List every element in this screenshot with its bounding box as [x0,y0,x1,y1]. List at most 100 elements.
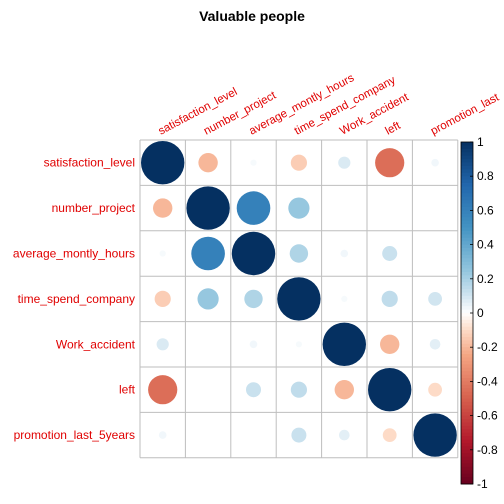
colorbar-segment [461,292,473,297]
colorbar-segment [461,415,473,420]
colorbar-segment [461,302,473,307]
colorbar-segment [461,169,473,174]
colorbar-segment [461,425,473,430]
cell-Work_accident-left [380,334,400,354]
colorbar-segment [461,217,473,222]
row-label-time_spend_company: time_spend_company [18,292,135,306]
colorbar-segment [461,347,473,352]
column-label-left: left [383,119,403,137]
colorbar-segment [461,477,473,481]
colorbar-segment [461,360,473,365]
colorbar-segment [461,473,473,478]
cell-promotion_last_5years-promotion_last_5years [413,413,457,457]
cell-Work_accident-satisfaction_level [156,338,169,351]
cell-number_project-average_montly_hours [236,191,271,225]
colorbar-segment [461,463,473,468]
cell-time_spend_company-time_spend_company [277,277,321,321]
colorbar-segment [461,145,473,150]
cell-average_montly_hours-left [382,246,398,261]
column-labels: satisfaction_levelnumber_projectaverage_… [156,72,501,138]
colorbar-segment [461,340,473,345]
colorbar-segment [461,419,473,423]
colorbar-segment [461,446,473,451]
colorbar-segment [461,183,473,187]
colorbar-segment [461,193,473,198]
colorbar-segment [461,275,473,280]
cell-left-Work_accident [334,380,354,400]
colorbar-segment [461,449,473,454]
colorbar-segment [461,422,473,427]
colorbar-segment [461,244,473,249]
cell-time_spend_company-average_montly_hours [244,289,263,309]
colorbar-segment [461,162,473,167]
colorbar-segment [461,306,473,310]
cell-left-promotion_last_5years [428,382,442,397]
colorbar-segment [461,456,473,461]
colorbar-segment [461,148,473,153]
colorbar-segment [461,203,473,208]
cell-Work_accident-promotion_last_5years [429,339,441,350]
cell-time_spend_company-left [381,290,398,307]
cell-promotion_last_5years-satisfaction_level [158,431,167,439]
colorbar-segment [461,323,473,328]
row-label-satisfaction_level: satisfaction_level [44,156,135,170]
colorbar-segment [461,159,473,163]
colorbar-segment [461,364,473,369]
colorbar-segment [461,241,473,245]
colorbar-segment [461,336,473,341]
cell-satisfaction_level-satisfaction_level [141,141,185,185]
colorbar-segment [461,285,473,290]
colorbar-segment [461,258,473,263]
colorbar-segment [461,439,473,444]
colorbar-segment [461,230,473,235]
row-label-number_project: number_project [52,201,136,215]
colorbar-segment [461,289,473,293]
colorbar-tick-label: -0.6 [477,409,498,423]
colorbar-segment [461,466,473,471]
cell-time_spend_company-satisfaction_level [154,290,171,307]
row-label-average_montly_hours: average_montly_hours [13,247,135,261]
colorbar-segment [461,196,473,201]
colorbar-segment [461,268,473,273]
colorbar-tick-label: -0.4 [477,374,498,388]
colorbar-segment [461,237,473,242]
cell-satisfaction_level-left [375,148,405,178]
cell-Work_accident-Work_accident [322,322,366,366]
correlation-cells [141,141,457,457]
colorbar-segment [461,354,473,358]
colorbar-segment [461,470,473,475]
colorbar-tick-label: 0.8 [477,169,494,183]
colorbar-segment [461,429,473,434]
colorbar-segment [461,391,473,396]
colorbar-segment [461,401,473,406]
colorbar-segment [461,295,473,300]
colorbar-segment [461,453,473,458]
cell-promotion_last_5years-left [382,428,397,442]
cell-satisfaction_level-Work_accident [338,156,351,169]
colorbar-segment [461,155,473,160]
colorbar-segment [461,234,473,239]
colorbar-segment [461,350,473,355]
cell-promotion_last_5years-Work_accident [339,429,350,441]
chart-title: Valuable people [199,8,305,24]
cell-number_project-number_project [186,186,230,230]
colorbar-segment [461,442,473,447]
colorbar-segment [461,248,473,252]
row-label-promotion_last_5years: promotion_last_5years [14,428,135,442]
cell-average_montly_hours-satisfaction_level [159,250,166,257]
colorbar-segment [461,254,473,259]
colorbar-segment [461,374,473,379]
colorbar-segment [461,176,473,181]
colorbar-tick-label: 0.4 [477,238,494,252]
colorbar-segment [461,319,473,324]
colorbar-segment [461,357,473,362]
cell-time_spend_company-promotion_last_5years [428,292,442,306]
colorbar-segment [461,313,473,317]
grid-lines [139,139,459,459]
colorbar-segment [461,200,473,204]
colorbar-segment [461,432,473,437]
cell-time_spend_company-Work_accident [341,295,348,302]
colorbar-segment [461,398,473,403]
colorbar-segment [461,381,473,386]
